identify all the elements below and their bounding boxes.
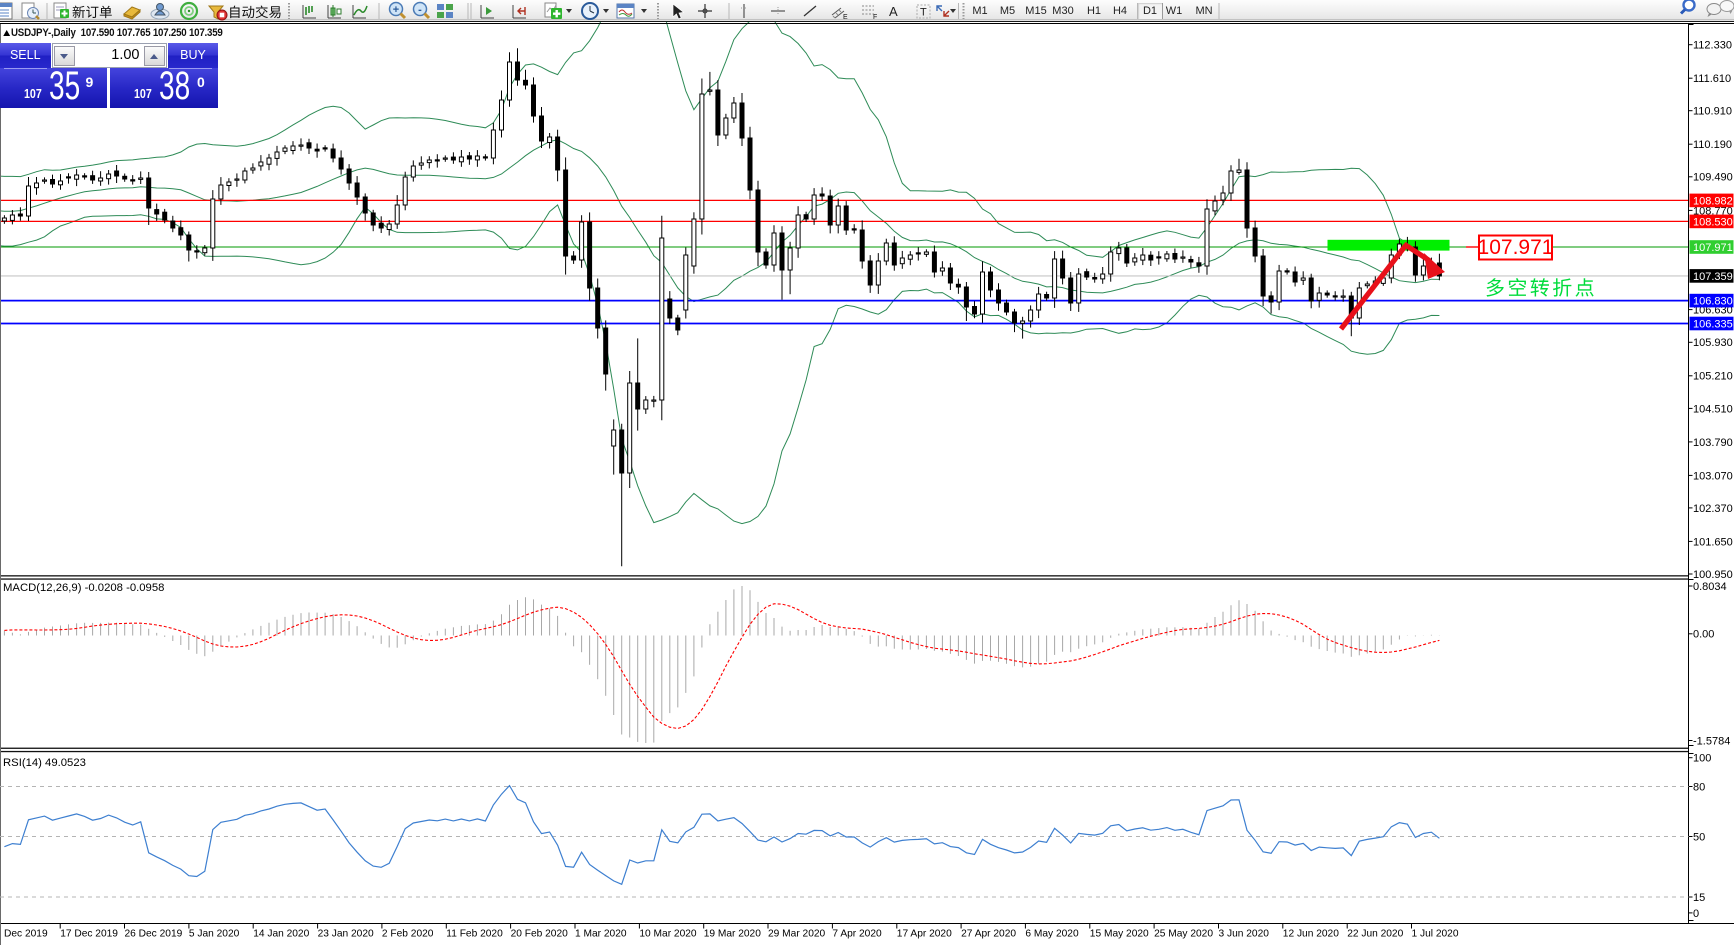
svg-text:10 Mar 2020: 10 Mar 2020 [639, 929, 697, 940]
svg-text:A: A [889, 4, 898, 19]
svg-text:106.630: 106.630 [1693, 305, 1733, 317]
svg-text:6 May 2020: 6 May 2020 [1025, 929, 1079, 940]
svg-text:100: 100 [1693, 753, 1711, 765]
svg-text:7 Apr 2020: 7 Apr 2020 [832, 929, 882, 940]
svg-text:Dec 2019: Dec 2019 [4, 929, 48, 940]
svg-text:25 May 2020: 25 May 2020 [1154, 929, 1213, 940]
svg-text:15 May 2020: 15 May 2020 [1090, 929, 1149, 940]
svg-text:112.330: 112.330 [1693, 40, 1732, 52]
svg-text:17 Apr 2020: 17 Apr 2020 [897, 929, 952, 940]
svg-text:107.971: 107.971 [1478, 236, 1554, 259]
svg-text:102.370: 102.370 [1693, 503, 1733, 515]
svg-text:105.210: 105.210 [1693, 371, 1733, 383]
svg-text:14 Jan 2020: 14 Jan 2020 [253, 929, 309, 940]
svg-text:108.530: 108.530 [1693, 216, 1733, 228]
svg-text:RSI(14) 49.0523: RSI(14) 49.0523 [3, 757, 86, 769]
svg-text:23 Jan 2020: 23 Jan 2020 [318, 929, 374, 940]
svg-text:100.950: 100.950 [1693, 569, 1733, 581]
svg-text:12 Jun 2020: 12 Jun 2020 [1283, 929, 1339, 940]
svg-text:0.8034: 0.8034 [1693, 581, 1727, 593]
svg-text:107.971: 107.971 [1693, 242, 1733, 254]
svg-text:T: T [920, 7, 927, 19]
svg-text:27 Apr 2020: 27 Apr 2020 [961, 929, 1016, 940]
svg-text:+: + [393, 4, 399, 16]
svg-text:MACD(12,26,9) -0.0208 -0.0958: MACD(12,26,9) -0.0208 -0.0958 [3, 582, 164, 594]
svg-text:106.335: 106.335 [1693, 318, 1733, 330]
svg-text:E: E [843, 14, 848, 21]
svg-text:110.910: 110.910 [1693, 106, 1732, 118]
svg-text:20 Feb 2020: 20 Feb 2020 [511, 929, 569, 940]
svg-text:-1.5784: -1.5784 [1693, 735, 1730, 747]
svg-text:26 Dec 2019: 26 Dec 2019 [125, 929, 183, 940]
svg-text:19 Mar 2020: 19 Mar 2020 [704, 929, 762, 940]
svg-text:110.190: 110.190 [1693, 139, 1732, 151]
svg-text:106.830: 106.830 [1693, 296, 1733, 308]
svg-text:1 Jul 2020: 1 Jul 2020 [1412, 929, 1459, 940]
svg-text:101.650: 101.650 [1693, 536, 1733, 548]
svg-text:80: 80 [1693, 781, 1705, 793]
svg-text:F: F [873, 14, 877, 21]
svg-text:108.770: 108.770 [1693, 205, 1733, 217]
svg-text:29 Mar 2020: 29 Mar 2020 [768, 929, 826, 940]
svg-text:107.359: 107.359 [1693, 271, 1733, 283]
svg-text:109.490: 109.490 [1693, 172, 1733, 184]
svg-text:50: 50 [1693, 831, 1705, 843]
svg-text:15: 15 [1693, 892, 1705, 904]
svg-text:104.510: 104.510 [1693, 403, 1733, 415]
svg-text:0: 0 [1693, 908, 1699, 920]
svg-text:2 Feb 2020: 2 Feb 2020 [382, 929, 434, 940]
svg-text:103.070: 103.070 [1693, 470, 1733, 482]
svg-text:17 Dec 2019: 17 Dec 2019 [60, 929, 118, 940]
svg-text:103.790: 103.790 [1693, 437, 1733, 449]
svg-text:5 Jan 2020: 5 Jan 2020 [189, 929, 240, 940]
svg-text:1 Mar 2020: 1 Mar 2020 [575, 929, 627, 940]
svg-text:111.610: 111.610 [1693, 73, 1731, 85]
svg-text:3 Jun 2020: 3 Jun 2020 [1219, 929, 1270, 940]
svg-text:-: - [418, 4, 422, 16]
svg-text:105.930: 105.930 [1693, 337, 1733, 349]
svg-text:11 Feb 2020: 11 Feb 2020 [446, 929, 503, 940]
svg-text:22 Jun 2020: 22 Jun 2020 [1347, 929, 1403, 940]
svg-text:108.982: 108.982 [1693, 195, 1733, 207]
svg-text:0.00: 0.00 [1693, 629, 1714, 641]
